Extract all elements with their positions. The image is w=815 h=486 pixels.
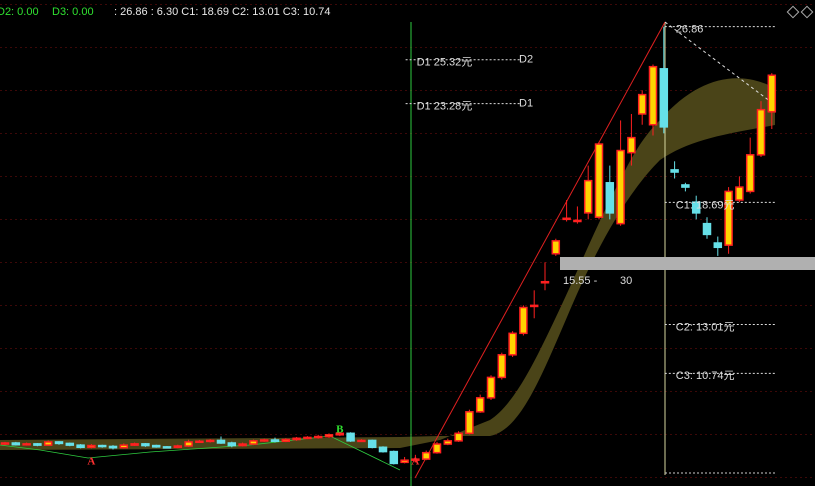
candle-body (432, 443, 442, 454)
candle-body (162, 446, 172, 449)
candle-body (497, 354, 507, 379)
candle-body (691, 201, 701, 214)
candle-body (378, 446, 388, 453)
candle-body (745, 154, 755, 193)
level-label: C1: 18.69元 (676, 199, 735, 211)
candle-body (324, 434, 334, 438)
candle-body (238, 443, 247, 447)
candle-body (605, 182, 615, 214)
level-tag: D2 (519, 54, 533, 66)
candle-body (195, 440, 204, 444)
candle-body (519, 306, 528, 335)
candle-body (141, 443, 150, 447)
candle-body (627, 136, 636, 154)
candle-body (670, 169, 679, 173)
candle-body (108, 445, 118, 449)
marker: B (336, 424, 344, 436)
level-label: D1 25.32元 (417, 57, 473, 69)
level-label: C3: 10.74元 (676, 370, 735, 382)
candle-body (724, 190, 733, 246)
candle-body (551, 240, 561, 255)
candle-body (562, 217, 571, 221)
candle-body (216, 439, 226, 444)
icon[interactable] (800, 5, 814, 19)
candle-body (681, 184, 690, 188)
candle-body (486, 376, 496, 399)
candle-body (54, 441, 64, 445)
marker: A (87, 456, 95, 468)
candle-body (357, 439, 366, 443)
candle-body (292, 437, 301, 441)
candle-body (43, 441, 53, 446)
trend-line (414, 21, 666, 479)
overlay: 26.86 D1 25.32元 D2 D1 23.28元 D1 C1: 18.69元 C2:… (87, 24, 775, 468)
candle-body (227, 442, 237, 447)
candles (0, 26, 777, 465)
gray-band (560, 257, 815, 270)
candle-body (389, 450, 399, 465)
level-label: C2: 13.01元 (676, 321, 735, 333)
candle-body (270, 439, 280, 443)
candle-body (735, 186, 744, 201)
candle-body (87, 444, 96, 449)
candle-body (767, 74, 777, 113)
candle-body (119, 444, 129, 449)
candle-body (648, 65, 658, 126)
candle-body (573, 219, 582, 223)
candle-body (0, 442, 10, 445)
level-label: D1 23.28元 (417, 101, 473, 113)
candle-body (411, 458, 420, 461)
candle-body (346, 432, 355, 442)
candle-body (400, 459, 409, 464)
candle-body (65, 442, 75, 446)
candle-body (205, 439, 215, 443)
candle-body (659, 68, 669, 128)
candle-body (421, 451, 431, 460)
header-item: D2: 0.00 (0, 6, 39, 18)
candle-body (303, 436, 312, 440)
candle-body (583, 179, 593, 214)
candle-body (22, 443, 31, 446)
candle-body (130, 443, 139, 446)
range-label: 15.55 - (563, 275, 598, 287)
candle-body (594, 143, 604, 218)
candle-body (249, 440, 258, 445)
candle-body (475, 397, 485, 413)
candle-body (454, 432, 463, 442)
candle-body (756, 108, 766, 156)
range-label: 30 (620, 275, 632, 287)
band (0, 78, 775, 450)
candle-body (76, 444, 85, 449)
candle-body (540, 280, 550, 284)
candle-body (335, 432, 345, 436)
header-item: : 26.86 : 6.30 C1: 18.69 C2: 13.01 C3: 1… (114, 6, 331, 18)
candle-body (259, 439, 269, 442)
icon[interactable] (786, 5, 800, 19)
candle-body (465, 411, 474, 435)
candle-body (713, 242, 723, 249)
level-tag: D1 (519, 98, 533, 110)
candle-body (443, 440, 453, 445)
candle-body (33, 443, 42, 446)
candle-body (184, 441, 193, 447)
header-item: D3: 0.00 (52, 6, 94, 18)
candle-body (702, 222, 712, 236)
trend-dash (664, 21, 776, 106)
candle-body (616, 149, 625, 225)
candle-body (11, 442, 21, 446)
candle-body (508, 332, 517, 356)
candle-body (281, 438, 291, 443)
candle-body (97, 444, 107, 448)
candle-body (529, 304, 539, 308)
candle-body (637, 93, 647, 115)
candle-body (313, 435, 323, 439)
candle-body (367, 439, 377, 449)
marker: A (411, 456, 419, 468)
level-label: 26.86 (676, 24, 704, 36)
candle-body (173, 445, 183, 449)
candle-body (151, 444, 161, 448)
